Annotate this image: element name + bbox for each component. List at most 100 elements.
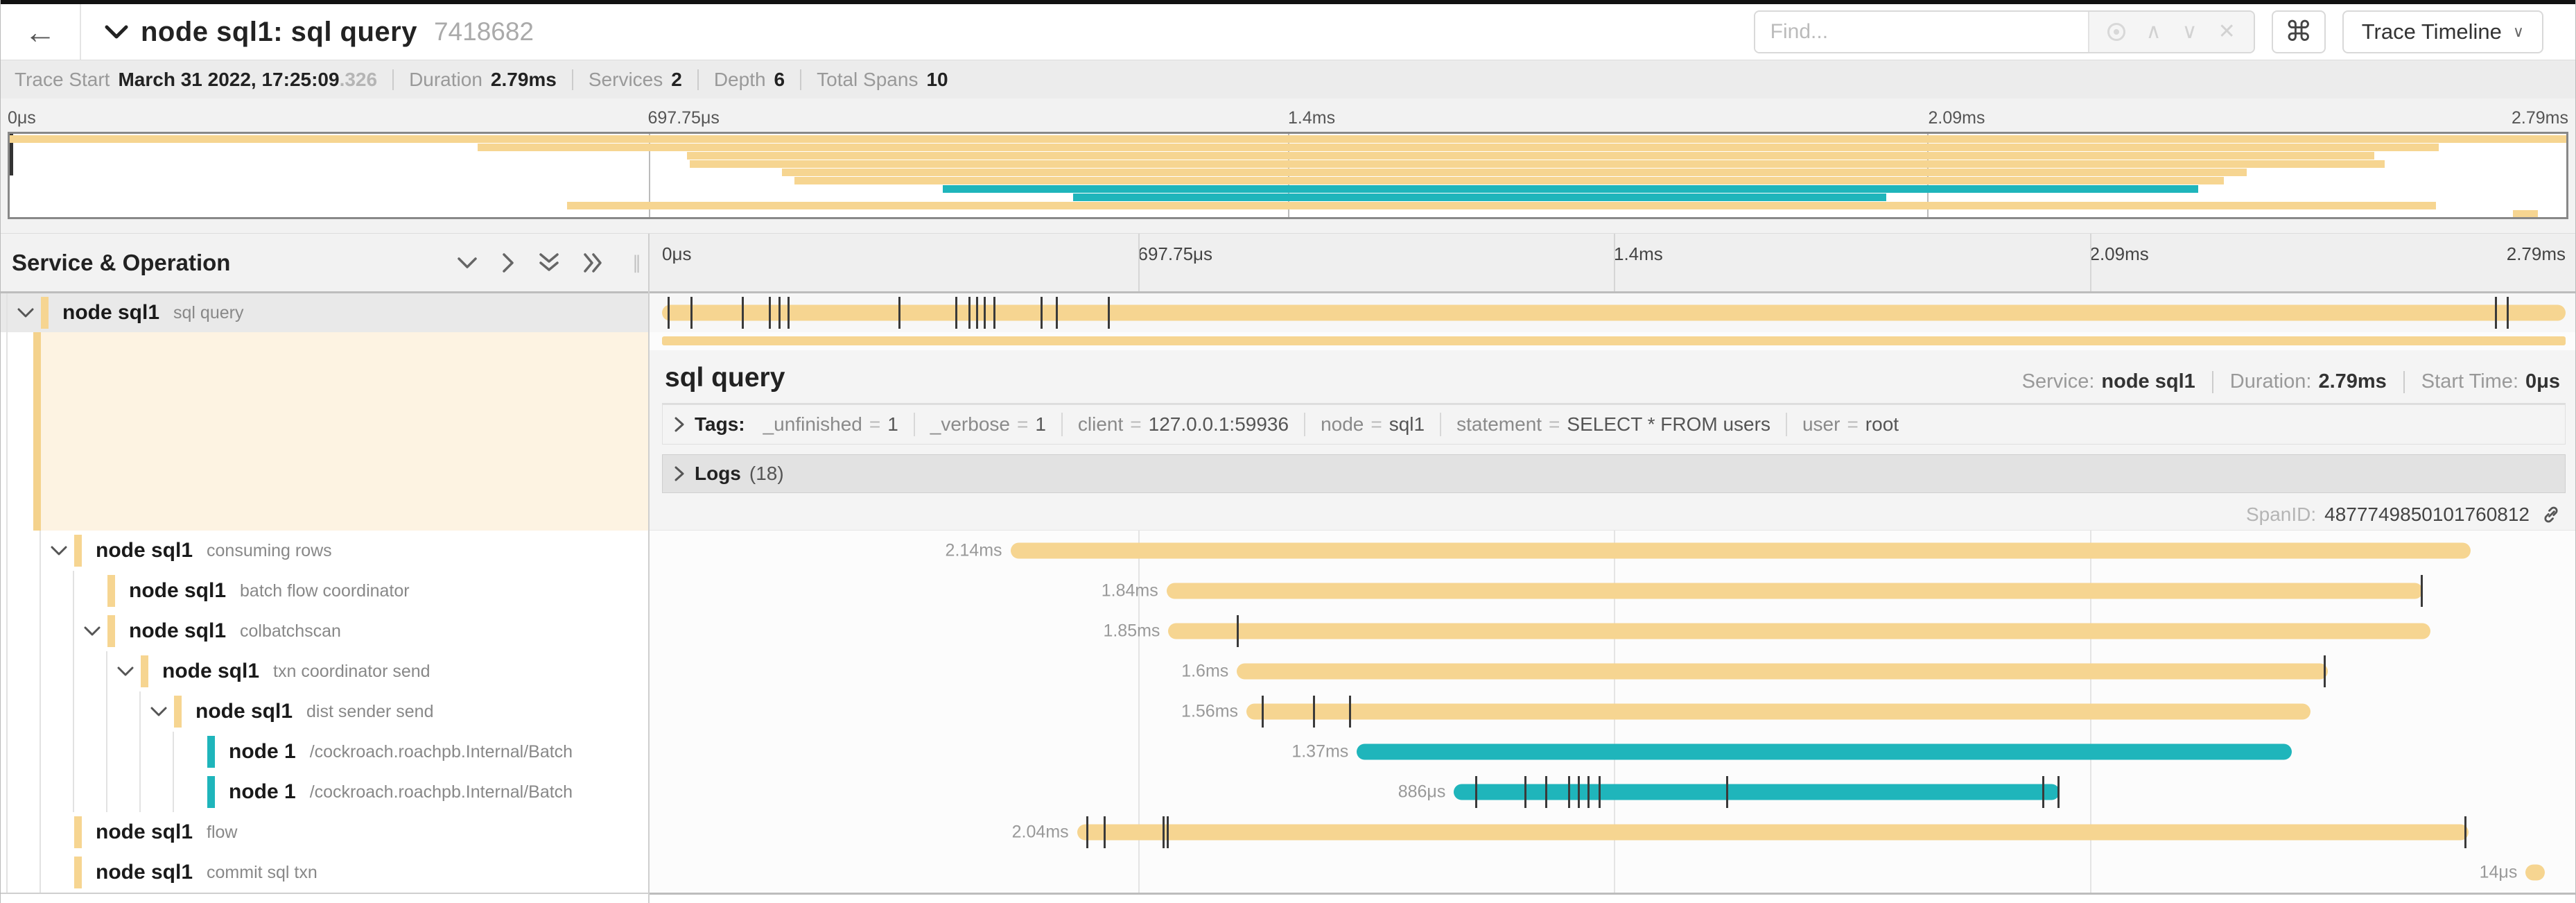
- span-tree-row[interactable]: node 1/cockroach.roachpb.Internal/Batch: [1, 732, 648, 772]
- log-marker-tick: [984, 297, 986, 329]
- tags-accordion[interactable]: Tags: _unfinished = 1 _verbose = 1 client = 127.0…: [662, 404, 2566, 445]
- span-duration-bar[interactable]: [1168, 623, 2431, 639]
- ruler-tick-label: 2.79ms: [2512, 108, 2568, 128]
- span-bar-row[interactable]: [650, 293, 2575, 332]
- tag-value: 1: [887, 413, 898, 435]
- expand-one-icon[interactable]: [501, 252, 515, 273]
- span-duration-bar[interactable]: [2525, 864, 2545, 881]
- span-duration-bar[interactable]: [1454, 784, 2060, 800]
- keyboard-shortcuts-button[interactable]: ⌘: [2271, 10, 2326, 53]
- span-tree-row[interactable]: node sql1 consuming rows: [1, 531, 648, 571]
- summary-label: Trace Start: [15, 68, 110, 90]
- span-duration-bar[interactable]: [1237, 663, 2328, 680]
- service-name: node sql1: [162, 660, 260, 682]
- span-tree-row[interactable]: node 1/cockroach.roachpb.Internal/Batch: [1, 772, 648, 812]
- timeline-pad-zone: 2.04ms: [662, 812, 2566, 852]
- collapse-one-icon[interactable]: [457, 256, 478, 270]
- clear-find-icon[interactable]: ✕: [2218, 20, 2236, 43]
- summary-separator: [392, 69, 394, 90]
- span-bar-row[interactable]: 14μs: [650, 852, 2575, 893]
- selected-span-detail-gutter: [1, 332, 648, 531]
- indent-guide: [106, 691, 107, 732]
- span-tree-row[interactable]: node sql1 commit sql txn: [1, 852, 648, 893]
- service-name: node sql1: [96, 539, 193, 562]
- span-bar-row[interactable]: 2.14ms: [650, 531, 2575, 571]
- tag-equals: =: [1549, 413, 1560, 435]
- span-tree-row[interactable]: node sql1 txn coordinator send: [1, 651, 648, 691]
- log-marker-tick: [742, 297, 745, 329]
- operation-name: consuming rows: [207, 540, 332, 560]
- indent-guide: [106, 772, 107, 812]
- span-duration-bar[interactable]: [1166, 583, 2423, 599]
- expander-chevron-icon[interactable]: [143, 706, 174, 717]
- service-name: node sql1: [195, 700, 293, 723]
- span-duration-bar[interactable]: [1010, 542, 2471, 559]
- ruler-tick-label: 0μs: [662, 243, 692, 264]
- expander-chevron-icon[interactable]: [77, 626, 107, 637]
- indent-guide: [73, 611, 74, 651]
- span-bar-row[interactable]: 1.84ms: [650, 571, 2575, 611]
- span-detail-meta: Service: node sql1 Duration: 2.79ms Start Ti…: [2022, 370, 2560, 393]
- expander-chevron-icon[interactable]: [10, 307, 41, 318]
- tag-key: statement: [1456, 413, 1542, 435]
- collapse-all-icon[interactable]: [539, 252, 559, 273]
- link-icon[interactable]: [2541, 504, 2561, 525]
- log-marker-tick: [1163, 816, 1165, 848]
- tag-equals: =: [869, 413, 881, 435]
- span-tree-row[interactable]: node sql1 sql query: [1, 293, 648, 332]
- span-tree-row[interactable]: node sql1 flow: [1, 812, 648, 852]
- log-marker-tick: [1587, 776, 1590, 808]
- span-tree-panel: Service & Operation ∥: [1, 234, 650, 903]
- tag-value: 1: [1035, 413, 1046, 435]
- timeline-gridline: [1138, 293, 1140, 893]
- timeline-pad-zone: [662, 332, 2566, 350]
- span-duration-bar[interactable]: [1357, 743, 2292, 760]
- indent-guide: [73, 651, 74, 691]
- span-duration-bar[interactable]: [1246, 703, 2311, 720]
- back-button[interactable]: ←: [1, 4, 81, 60]
- log-marker-tick: [1599, 776, 1601, 808]
- span-duration-bar[interactable]: [1077, 824, 2469, 841]
- expander-chevron-icon[interactable]: [110, 666, 141, 677]
- indent-guide: [106, 651, 107, 691]
- summary-value: 2.79ms: [490, 68, 557, 90]
- span-bar-row[interactable]: 886μs: [650, 772, 2575, 812]
- service-color-accent: [207, 776, 215, 808]
- ruler-tick-label: 697.75μs: [1138, 243, 1213, 264]
- span-tree-row[interactable]: node sql1 colbatchscan: [1, 611, 648, 651]
- span-tree-row[interactable]: node sql1 dist sender send: [1, 691, 648, 732]
- operation-name: colbatchscan: [240, 621, 341, 641]
- operation-name: batch flow coordinator: [240, 580, 410, 601]
- span-bar-row[interactable]: 1.85ms: [650, 611, 2575, 651]
- span-tree-row[interactable]: node sql1 batch flow coordinator: [1, 571, 648, 611]
- span-bar-row[interactable]: 1.56ms: [650, 691, 2575, 732]
- log-marker-tick: [2495, 297, 2498, 329]
- collapse-trace-chevron-icon[interactable]: [105, 24, 128, 40]
- prev-result-icon[interactable]: ∧: [2146, 20, 2161, 43]
- span-bar-row[interactable]: 2.04ms: [650, 812, 2575, 852]
- operation-name: flow: [207, 822, 238, 842]
- logs-accordion[interactable]: Logs (18): [662, 454, 2566, 493]
- summary-value-suffix: .326: [339, 68, 378, 90]
- span-duration-bar[interactable]: [662, 304, 2566, 321]
- summary-separator: [697, 69, 699, 90]
- expand-all-icon[interactable]: [583, 252, 604, 273]
- service-name: node sql1: [129, 619, 227, 642]
- spanid-row: SpanID: 4877749850101760812: [662, 493, 2566, 536]
- minimap-drag-handle[interactable]: [10, 134, 13, 175]
- operation-name: dist sender send: [306, 701, 434, 721]
- trace-view-selector[interactable]: Trace Timeline ∨: [2342, 10, 2543, 53]
- span-detail-panel: sql query Service: node sql1 Duration: 2.79m…: [650, 350, 2575, 531]
- service-color-accent: [207, 736, 215, 768]
- tag-equals: =: [1370, 413, 1382, 435]
- find-input[interactable]: [1755, 12, 2088, 52]
- service-color-accent: [74, 535, 82, 567]
- next-result-icon[interactable]: ∨: [2182, 20, 2198, 43]
- expanded-span-bar[interactable]: [662, 336, 2566, 345]
- minimap-canvas[interactable]: [8, 132, 2568, 219]
- scroll-to-result-icon[interactable]: [2107, 23, 2125, 41]
- expander-chevron-icon[interactable]: [44, 545, 74, 556]
- span-bar-row[interactable]: 1.6ms: [650, 651, 2575, 691]
- span-bar-row[interactable]: 1.37ms: [650, 732, 2575, 772]
- panel-resize-grip[interactable]: ∥: [632, 252, 643, 273]
